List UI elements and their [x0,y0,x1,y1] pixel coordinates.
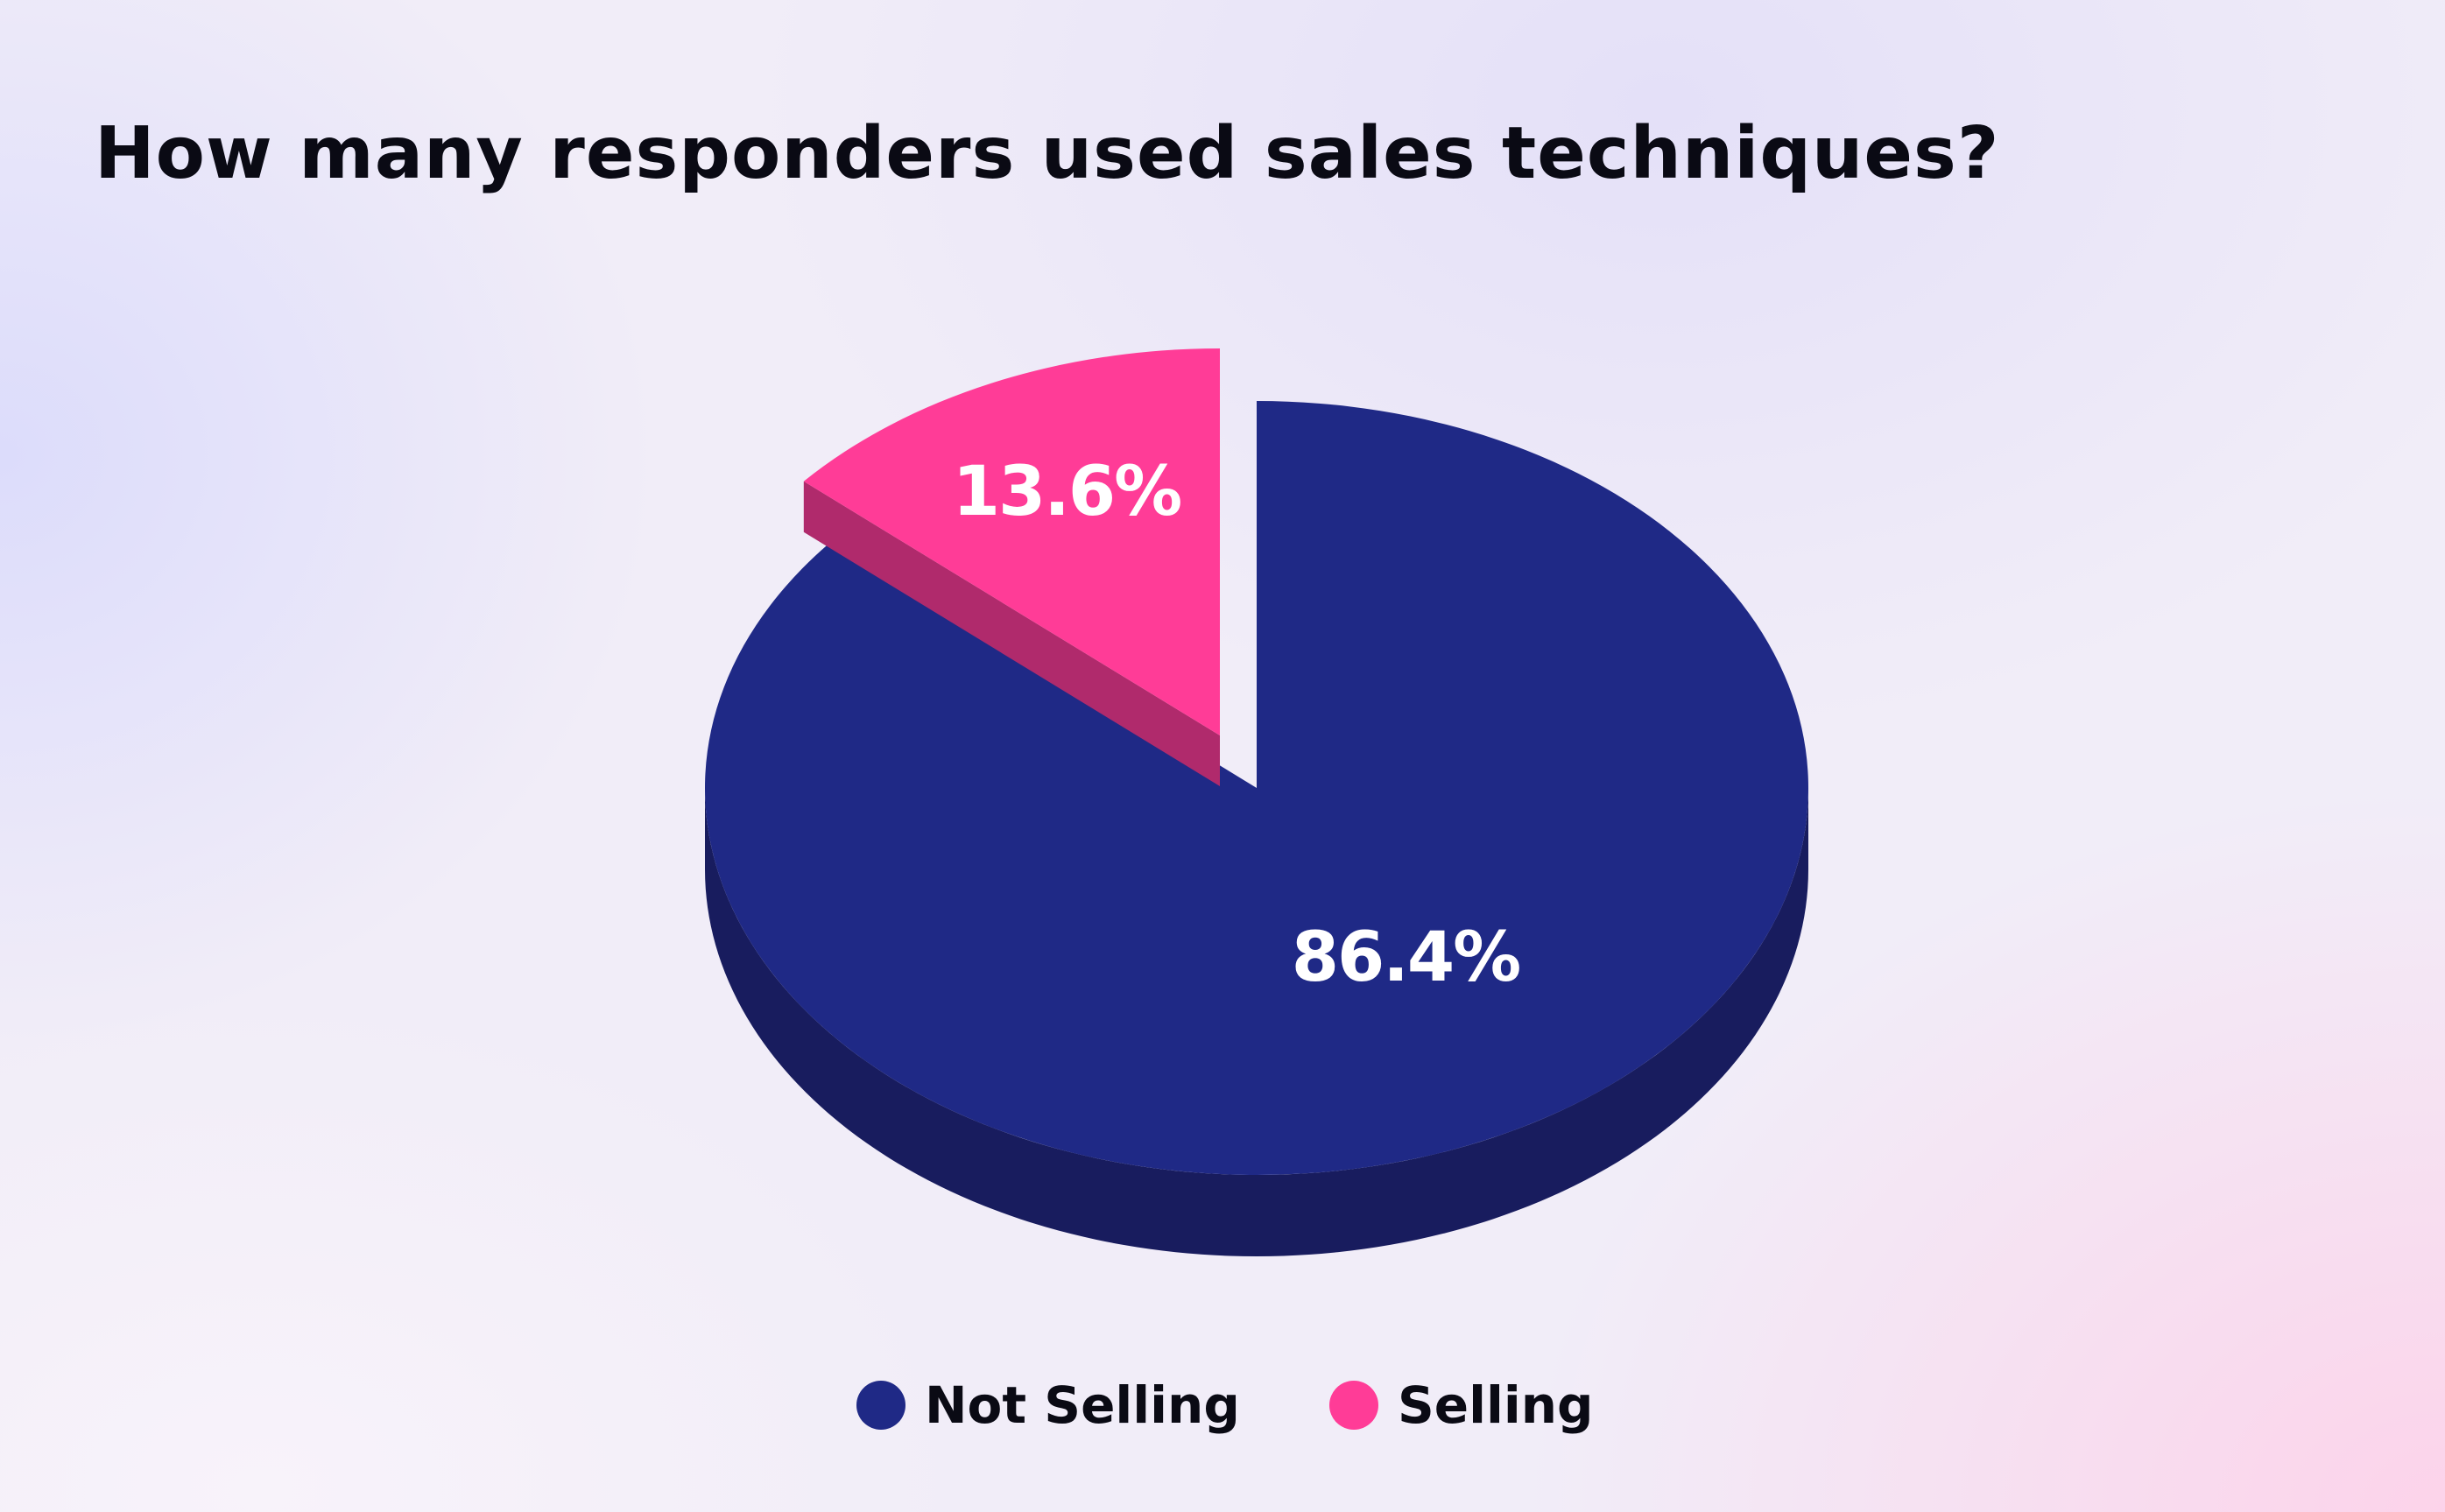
legend: Not Selling Selling [0,1370,2445,1440]
legend-label-selling: Selling [1398,1375,1594,1435]
legend-item-selling: Selling [1329,1370,1594,1440]
slice-selling-top [803,348,1220,735]
legend-swatch-not-selling [856,1381,905,1430]
slice-not-selling-side [705,788,1808,1256]
slice-selling-cut-face [803,481,1220,786]
legend-swatch-selling [1329,1381,1378,1430]
chart-title: How many responders used sales technique… [95,112,2000,195]
slice-not-selling-top [705,401,1809,1175]
slice-not-selling [705,401,1809,1256]
slice-label-selling: 13.6% [953,453,1181,531]
legend-label-not-selling: Not Selling [925,1375,1240,1435]
slice-label-not-selling: 86.4% [1292,918,1520,997]
slice-selling [803,348,1220,786]
legend-item-not-selling: Not Selling [856,1370,1240,1440]
